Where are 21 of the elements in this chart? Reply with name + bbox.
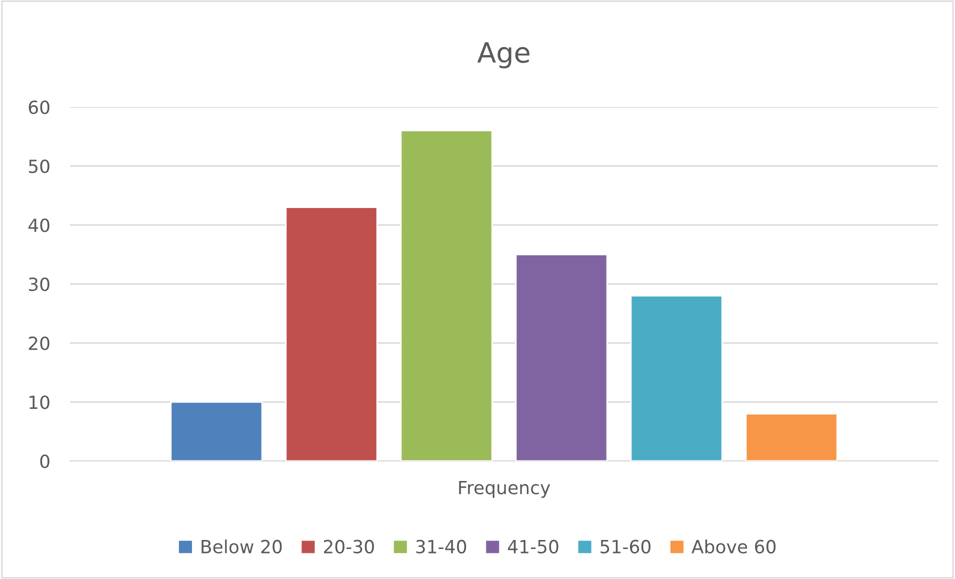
y-tick-label: 10 <box>30 395 50 410</box>
y-tick-label: 30 <box>28 277 50 292</box>
legend-label: Below 20 <box>202 539 282 554</box>
bar <box>285 206 378 461</box>
legend-label: 51-60 <box>600 540 650 554</box>
x-tick-label: Frequency <box>459 481 550 498</box>
y-tick-label: 40 <box>28 218 50 232</box>
legend-label: 20-30 <box>324 540 374 554</box>
legend-label: 31-40 <box>416 540 466 554</box>
bar <box>630 295 723 461</box>
y-tick-label: 60 <box>28 100 50 114</box>
bar <box>400 130 493 461</box>
chart-title: Age <box>477 42 530 68</box>
legend-label: Above 60 <box>692 539 776 554</box>
y-tick-label: 20 <box>28 336 50 350</box>
bar <box>515 254 608 461</box>
y-tick-label: 50 <box>28 159 50 174</box>
bar <box>745 413 838 461</box>
legend-label: 41-50 <box>508 540 558 554</box>
y-tick-label: 0 <box>40 454 50 468</box>
bar <box>170 401 263 461</box>
